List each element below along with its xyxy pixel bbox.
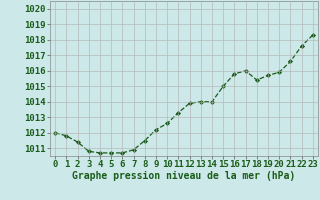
X-axis label: Graphe pression niveau de la mer (hPa): Graphe pression niveau de la mer (hPa) [72,171,296,181]
